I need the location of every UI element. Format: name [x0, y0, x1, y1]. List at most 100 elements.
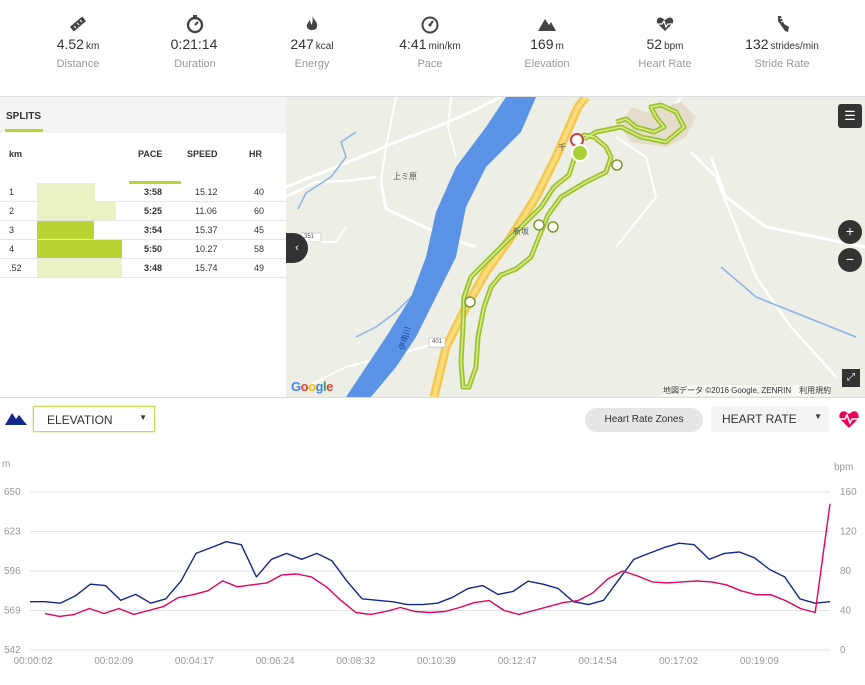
chevron-left-icon: ‹ — [295, 242, 299, 254]
map-menu-button[interactable]: ☰ — [838, 104, 862, 128]
google-logo-letter: l — [322, 379, 327, 394]
stat-duration: 0:21:14 Duration — [136, 14, 254, 70]
chart-controls: ELEVATION ▼ Heart Rate Zones HEART RATE … — [0, 397, 865, 441]
stat-label: Energy — [294, 58, 330, 70]
split-row[interactable]: 3 3:54 15.37 45 — [0, 221, 286, 240]
route-map[interactable]: 上ミ原 新坂 伊南川 401 351 千 ☰ + − ‹ ⤢ Google 地図… — [286, 97, 865, 397]
split-pace: 3:58 — [144, 187, 163, 197]
map-expand-button[interactable]: ⤢ — [842, 369, 860, 387]
heart-rate-select-value: HEART RATE — [722, 412, 797, 426]
split-hr: 49 — [254, 263, 265, 273]
split-hr: 58 — [254, 244, 265, 254]
flame-icon — [306, 16, 318, 30]
split-km: 4 — [9, 244, 15, 254]
speedometer-icon — [421, 16, 439, 34]
split-hr: 60 — [254, 206, 265, 216]
stat-label: Distance — [56, 58, 100, 70]
elevation-select-value: ELEVATION — [47, 413, 113, 427]
split-km: 2 — [9, 206, 15, 216]
splits-panel: SPLITS km PACE SPEED HR 1 3:58 15.12 40 2 5:2… — [0, 97, 286, 397]
split-row[interactable]: 4 5:50 10.27 58 — [0, 240, 286, 259]
map-copyright[interactable]: 地図データ ©2016 Google, ZENRIN 利用規約 — [663, 385, 832, 396]
left-axis-tick-label: 650 — [4, 487, 21, 498]
google-logo-letter: o — [300, 379, 309, 394]
expand-icon: ⤢ — [847, 372, 855, 383]
stat-unit: strides/min — [770, 41, 819, 52]
heart-rate-zones-button[interactable]: Heart Rate Zones — [585, 408, 703, 432]
google-logo: Google — [291, 379, 333, 394]
split-speed: 15.12 — [195, 187, 218, 197]
pace-bar — [37, 221, 94, 239]
heart-rate-icon — [839, 411, 859, 428]
split-row[interactable]: .52 3:48 15.74 49 — [0, 259, 286, 278]
google-logo-letter: e — [326, 379, 333, 394]
splits-header-pace: PACE — [138, 149, 163, 159]
stat-value: 52 — [646, 36, 663, 52]
right-axis-tick-label: 120 — [840, 527, 857, 538]
map-label-road-401: 401 — [432, 339, 443, 345]
splits-header-speed: SPEED — [187, 149, 218, 159]
stat-label: Stride Rate — [754, 58, 810, 70]
stat-stride-rate: 132 strides/min Stride Rate — [723, 14, 841, 70]
x-axis-tick-label: 00:19:09 — [740, 656, 779, 667]
stat-pace: 4:41 min/km Pace — [371, 14, 489, 70]
stat-value: 132 — [745, 36, 769, 52]
elevation-select[interactable]: ELEVATION ▼ — [33, 406, 155, 432]
splits-header-hr: HR — [249, 149, 262, 159]
map-label-junction: 千 — [558, 143, 566, 152]
left-axis-tick-label: 623 — [4, 527, 21, 538]
pace-bar — [37, 240, 122, 258]
map-prev-button[interactable]: ‹ — [286, 233, 308, 263]
split-pace: 5:50 — [144, 244, 163, 254]
x-axis-tick-label: 00:10:39 — [417, 656, 456, 667]
shoe-icon — [778, 16, 789, 32]
split-pace: 5:25 — [144, 206, 163, 216]
x-axis-tick-label: 00:00:02 — [14, 656, 53, 667]
split-speed: 15.74 — [195, 263, 218, 273]
left-axis-tick-label: 569 — [4, 606, 21, 617]
split-speed: 10.27 — [195, 244, 218, 254]
stat-label: Heart Rate — [638, 58, 692, 70]
right-axis-tick-label: 40 — [840, 606, 852, 617]
split-row[interactable]: 1 3:58 15.12 40 — [0, 183, 286, 202]
stat-label: Duration — [174, 58, 216, 70]
map-label-road-351: 351 — [304, 234, 315, 240]
split-speed: 11.06 — [195, 206, 217, 216]
split-hr: 45 — [254, 225, 265, 235]
pace-bar — [37, 183, 95, 201]
summary-stats-bar: 4.52 km Distance 0:21:14 Duration 247 kcal… — [0, 0, 865, 97]
menu-icon: ☰ — [844, 108, 856, 123]
split-speed: 15.37 — [195, 225, 218, 235]
stat-unit: m — [555, 41, 564, 52]
left-axis-tick-label: 542 — [4, 645, 21, 656]
heart-icon — [656, 17, 674, 31]
split-row[interactable]: 2 5:25 11.06 60 — [0, 202, 286, 221]
stat-unit: bpm — [664, 41, 684, 52]
split-km: 3 — [9, 225, 15, 235]
x-axis-tick-label: 00:14:54 — [578, 656, 617, 667]
x-axis-tick-label: 00:08:32 — [336, 656, 375, 667]
tab-splits[interactable]: SPLITS — [0, 97, 286, 133]
split-pace: 3:54 — [144, 225, 163, 235]
right-axis-tick-label: 80 — [840, 566, 852, 577]
tab-splits-label: SPLITS — [6, 111, 42, 122]
stat-label: Elevation — [524, 58, 570, 70]
elevation-heart-rate-chart[interactable]: 650 623 596 569 542 160 120 80 40 0 m bpm 00:00:02 00… — [0, 441, 865, 680]
elevation-series-line — [30, 541, 831, 606]
right-axis-unit: bpm — [834, 462, 853, 473]
split-km: 1 — [9, 187, 15, 197]
pace-sort-indicator — [129, 181, 181, 184]
right-axis-tick-label: 160 — [840, 487, 857, 498]
stat-heart-rate: 52 bpm Heart Rate — [606, 14, 724, 70]
zoom-in-button[interactable]: + — [838, 220, 862, 244]
google-logo-letter: o — [308, 379, 316, 394]
chevron-down-icon: ▼ — [139, 413, 147, 422]
pace-bar — [37, 202, 116, 220]
heart-rate-select[interactable]: HEART RATE ▼ — [711, 406, 829, 432]
map-canvas[interactable] — [286, 97, 865, 397]
stat-distance: 4.52 km Distance — [19, 14, 137, 70]
heart-rate-series-line — [44, 503, 831, 618]
zoom-out-button[interactable]: − — [838, 248, 862, 272]
google-logo-letter: G — [291, 379, 301, 394]
chart-canvas[interactable]: 650 623 596 569 542 160 120 80 40 0 m bpm 00:00:02 00… — [0, 441, 865, 680]
